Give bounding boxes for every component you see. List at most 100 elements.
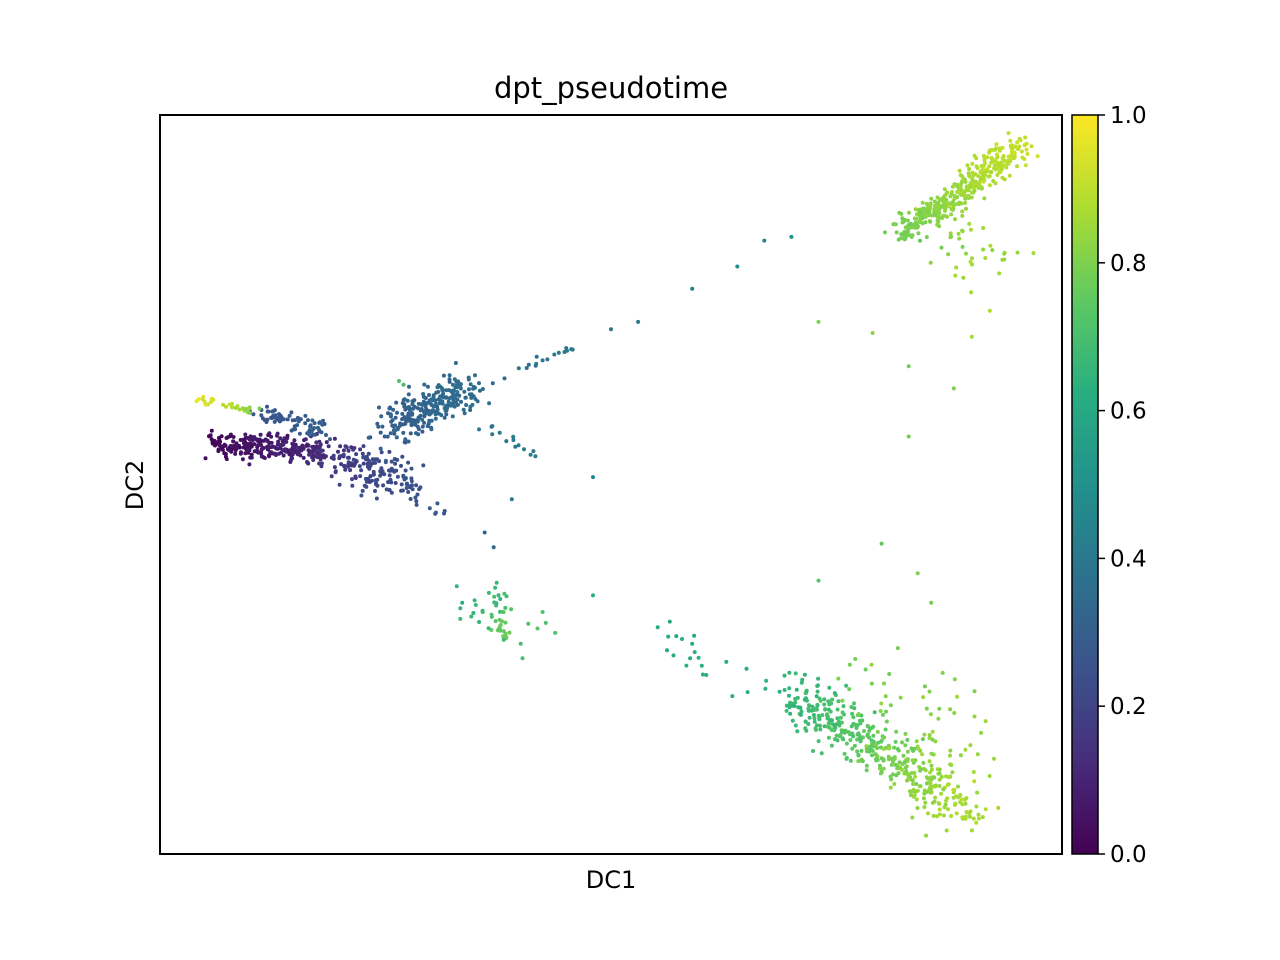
data-point: [832, 722, 837, 727]
data-point: [958, 173, 963, 178]
data-point: [826, 724, 830, 729]
data-point: [671, 653, 676, 658]
data-point: [357, 464, 362, 469]
data-point: [1031, 251, 1036, 256]
data-point: [936, 716, 941, 721]
data-point: [1020, 155, 1025, 160]
data-point: [272, 419, 277, 424]
data-point: [382, 434, 387, 439]
data-point: [951, 203, 956, 208]
data-point: [951, 199, 956, 204]
data-point: [853, 722, 858, 727]
data-point: [277, 412, 281, 417]
data-point: [401, 398, 406, 402]
data-point: [247, 410, 252, 415]
data-point: [346, 448, 351, 453]
data-point: [453, 393, 458, 398]
data-point: [879, 739, 883, 744]
data-point: [231, 435, 236, 439]
data-point: [665, 648, 669, 653]
data-point: [436, 389, 441, 394]
data-point: [318, 457, 323, 462]
data-point: [787, 686, 792, 691]
data-point: [970, 161, 975, 166]
data-point: [501, 637, 506, 642]
data-point: [235, 404, 240, 409]
data-point: [400, 417, 405, 422]
data-point: [338, 444, 343, 449]
data-point: [936, 200, 941, 205]
data-point: [968, 743, 973, 748]
data-point: [992, 756, 996, 761]
data-point: [965, 163, 970, 168]
data-point: [273, 451, 278, 456]
data-point: [427, 393, 431, 397]
data-point: [974, 156, 979, 161]
data-point: [503, 620, 508, 625]
data-point: [282, 439, 287, 443]
data-point: [963, 816, 968, 821]
data-point: [211, 397, 216, 402]
data-point: [498, 623, 503, 627]
data-point: [386, 411, 390, 416]
data-point: [332, 465, 337, 470]
data-point: [212, 438, 217, 443]
data-point: [920, 752, 925, 757]
data-point: [816, 739, 821, 744]
data-point: [937, 777, 942, 782]
data-point: [294, 446, 299, 450]
data-point: [882, 735, 887, 740]
data-point: [219, 445, 224, 449]
data-point: [497, 430, 502, 435]
data-point: [381, 483, 386, 488]
data-point: [822, 697, 827, 702]
data-point: [501, 610, 506, 615]
data-point: [881, 747, 886, 751]
data-point: [952, 711, 957, 715]
data-point: [928, 260, 933, 265]
data-point: [375, 477, 380, 482]
data-point: [454, 584, 459, 589]
data-point: [264, 420, 269, 424]
data-point: [408, 431, 413, 436]
data-point: [815, 703, 820, 708]
data-point: [350, 477, 354, 482]
data-point: [552, 352, 557, 357]
data-point: [924, 833, 928, 838]
data-point: [784, 708, 789, 713]
data-point: [735, 264, 740, 269]
data-point: [976, 812, 981, 817]
data-point: [378, 473, 383, 478]
data-point: [1015, 140, 1020, 145]
data-point: [844, 683, 849, 688]
data-point: [888, 774, 893, 779]
data-point: [819, 751, 824, 756]
data-point: [368, 474, 373, 479]
data-point: [838, 715, 843, 720]
data-point: [503, 605, 508, 610]
data-point: [307, 432, 312, 437]
data-point: [921, 796, 926, 801]
data-point: [477, 620, 482, 624]
data-point: [443, 395, 448, 400]
data-point: [238, 438, 243, 442]
data-point: [490, 381, 495, 386]
data-point: [473, 397, 478, 401]
data-point: [238, 451, 243, 456]
data-point: [871, 739, 876, 744]
data-point: [492, 600, 497, 605]
data-point: [360, 451, 365, 456]
data-point: [461, 407, 466, 412]
data-point: [985, 155, 990, 160]
data-point: [438, 384, 443, 389]
data-point: [395, 474, 400, 479]
data-point: [826, 699, 831, 704]
data-point: [450, 414, 455, 419]
data-point: [879, 701, 884, 706]
data-point: [981, 163, 986, 168]
data-point: [562, 350, 567, 354]
data-point: [903, 236, 908, 241]
data-point: [303, 421, 308, 426]
data-point: [946, 204, 951, 209]
data-point: [1007, 159, 1012, 164]
